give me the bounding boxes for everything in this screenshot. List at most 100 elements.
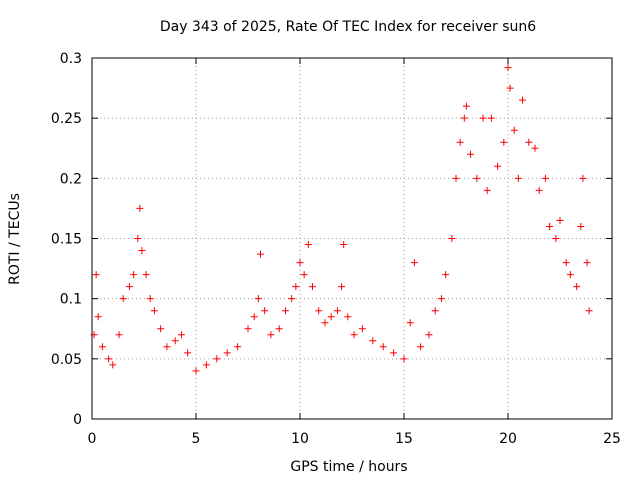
data-point <box>130 271 138 279</box>
data-point <box>390 349 398 357</box>
data-point <box>566 271 574 279</box>
data-point <box>552 235 560 242</box>
data-point <box>519 96 527 104</box>
data-point <box>138 247 146 255</box>
data-point <box>583 259 591 267</box>
data-point <box>504 64 512 72</box>
x-tick-label: 0 <box>88 431 97 447</box>
data-point <box>500 138 508 146</box>
data-point <box>514 174 522 182</box>
data-point <box>184 349 192 357</box>
data-point <box>448 235 456 242</box>
x-axis-ticks: 0 5 10 15 20 25 <box>88 58 621 447</box>
data-point <box>535 186 543 194</box>
data-point <box>406 319 414 327</box>
data-point <box>556 216 564 224</box>
data-point <box>288 295 296 303</box>
data-point <box>358 325 366 333</box>
data-point <box>546 222 554 230</box>
data-point <box>234 343 242 351</box>
data-point <box>202 361 210 369</box>
data-point <box>261 307 269 315</box>
data-point <box>437 295 445 303</box>
x-tick-label: 15 <box>395 431 413 447</box>
data-point <box>327 313 335 321</box>
data-point <box>256 250 264 258</box>
data-point <box>98 343 106 351</box>
data-point <box>244 325 252 333</box>
data-point <box>369 337 377 345</box>
data-point <box>254 295 262 303</box>
data-point <box>115 331 123 339</box>
data-point <box>410 259 418 267</box>
data-point <box>483 186 491 194</box>
data-point <box>525 138 533 146</box>
data-point <box>452 174 460 182</box>
data-point <box>531 144 539 152</box>
data-point <box>125 283 133 291</box>
y-tick-label: 0.2 <box>60 171 82 187</box>
data-point <box>573 283 581 291</box>
data-point <box>456 138 464 146</box>
y-axis-title: ROTI / TECUs <box>7 193 23 285</box>
data-point <box>315 307 323 315</box>
data-point <box>541 174 549 182</box>
data-point <box>579 174 587 182</box>
data-point <box>462 102 470 110</box>
y-tick-label: 0.25 <box>51 111 82 127</box>
y-axis-ticks: 0 0.05 0.1 0.15 0.2 0.25 0.3 <box>51 51 612 428</box>
x-tick-label: 25 <box>603 431 621 447</box>
y-tick-label: 0.3 <box>60 51 82 67</box>
data-point <box>304 241 312 249</box>
data-points <box>90 64 593 375</box>
data-point <box>321 319 329 327</box>
data-point <box>460 114 468 122</box>
data-point <box>425 331 433 339</box>
data-point <box>506 84 514 92</box>
y-tick-label: 0 <box>73 412 82 428</box>
x-tick-label: 20 <box>499 431 517 447</box>
y-tick-label: 0.15 <box>51 232 82 248</box>
data-point <box>577 222 585 230</box>
data-point <box>105 355 113 363</box>
data-point <box>494 162 502 170</box>
data-point <box>344 313 352 321</box>
data-point <box>134 235 142 242</box>
data-point <box>109 361 117 369</box>
data-point <box>275 325 283 333</box>
data-point <box>292 283 300 291</box>
data-point <box>473 174 481 182</box>
data-point <box>308 283 316 291</box>
data-point <box>340 241 348 249</box>
data-point <box>157 325 165 333</box>
data-point <box>171 337 179 345</box>
data-point <box>177 331 185 339</box>
data-point <box>300 271 308 279</box>
x-tick-label: 5 <box>192 431 201 447</box>
data-point <box>562 259 570 267</box>
data-point <box>146 295 154 303</box>
data-point <box>250 313 258 321</box>
y-tick-label: 0.05 <box>51 352 82 368</box>
data-point <box>442 271 450 279</box>
x-axis-title: GPS time / hours <box>290 459 407 475</box>
data-point <box>487 114 495 122</box>
data-point <box>510 126 518 134</box>
data-point <box>223 349 231 357</box>
data-point <box>400 355 408 363</box>
data-point <box>431 307 439 315</box>
data-point <box>379 343 387 351</box>
data-point <box>192 367 200 375</box>
data-point <box>142 271 150 279</box>
data-point <box>163 343 171 351</box>
data-point <box>417 343 425 351</box>
data-point <box>119 295 127 303</box>
grid-lines <box>92 58 612 419</box>
data-point <box>333 307 341 315</box>
data-point <box>585 307 593 315</box>
data-point <box>136 204 144 212</box>
chart-title: Day 343 of 2025, Rate Of TEC Index for r… <box>160 19 536 35</box>
data-point <box>92 271 100 279</box>
data-point <box>338 283 346 291</box>
